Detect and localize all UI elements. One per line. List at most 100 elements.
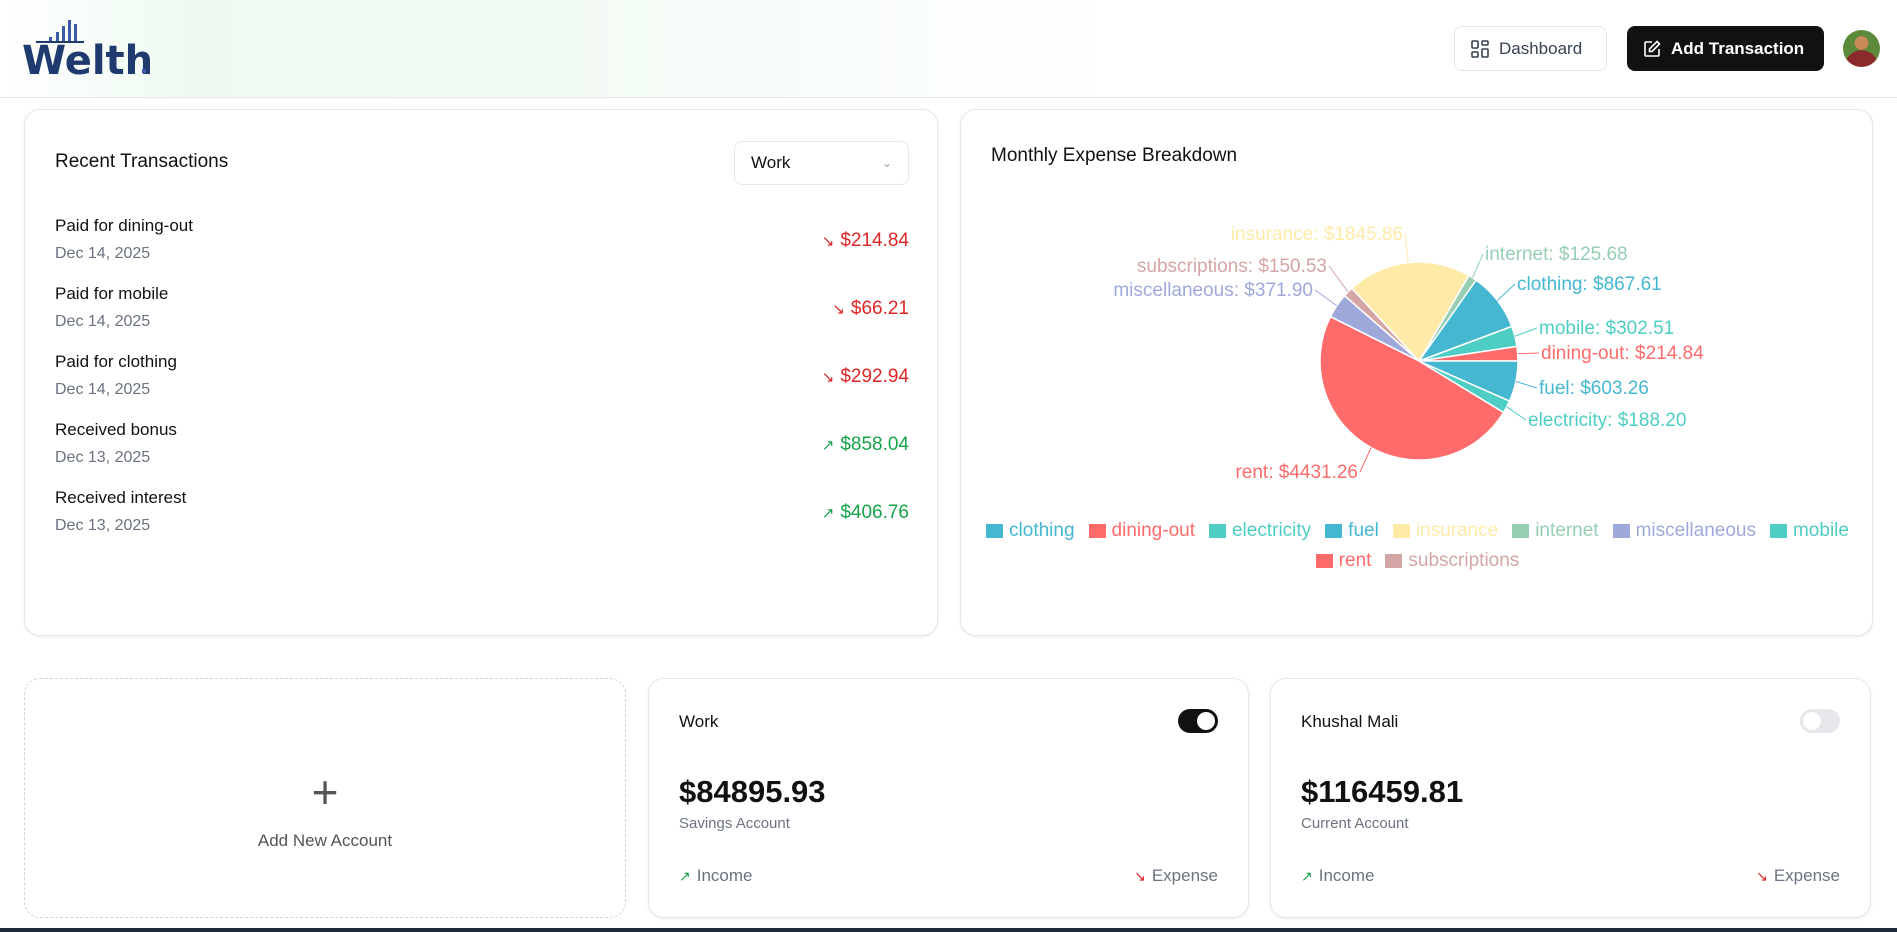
account-balance: $116459.81 — [1301, 774, 1464, 809]
account-select-value: Work — [751, 153, 791, 172]
pie-label-subscriptions: subscriptions: $150.53 — [1137, 256, 1327, 277]
legend-item-fuel[interactable]: fuel — [1325, 516, 1379, 546]
arrow-up-right-icon: ↗ — [679, 867, 691, 884]
expense-indicator: ↘ Expense — [1134, 866, 1218, 886]
transaction-row[interactable]: Received interest Dec 13, 2025 ↗ $406.76 — [55, 488, 909, 548]
legend-item-dining-out[interactable]: dining-out — [1088, 516, 1195, 546]
label-line — [1359, 447, 1372, 473]
transaction-amount: ↘ $66.21 — [832, 298, 909, 320]
legend-item-rent[interactable]: rent — [1315, 546, 1371, 576]
legend-label: internet — [1535, 520, 1599, 541]
svg-text:Welth: Welth — [22, 38, 152, 80]
welth-logo[interactable]: Welth — [22, 18, 152, 80]
legend-item-clothing[interactable]: clothing — [986, 516, 1075, 546]
arrow-down-right-icon: ↘ — [821, 369, 835, 386]
transaction-amount: ↗ $406.76 — [822, 502, 909, 524]
default-account-toggle[interactable] — [1800, 709, 1840, 733]
amount-value: $66.21 — [850, 298, 909, 319]
pie-label-insurance: insurance: $1845.86 — [1231, 224, 1403, 245]
amount-value: $406.76 — [840, 502, 909, 523]
dashboard-label: Dashboard — [1499, 38, 1583, 58]
legend-label: insurance — [1415, 520, 1499, 541]
transaction-amount: ↘ $292.94 — [822, 366, 909, 388]
arrow-up-right-icon: ↗ — [1301, 867, 1313, 884]
label-line — [1314, 289, 1338, 307]
arrow-down-right-icon: ↘ — [1756, 867, 1768, 884]
income-indicator: ↗ Income — [679, 866, 752, 886]
pie-slice-rent[interactable] — [1319, 315, 1505, 461]
legend-swatch — [1325, 524, 1343, 538]
pie-label-internet: internet: $125.68 — [1485, 244, 1628, 265]
arrow-down-right-icon: ↘ — [821, 233, 835, 250]
legend-label: electricity — [1231, 520, 1312, 541]
add-new-account-card[interactable]: + Add New Account — [24, 678, 626, 918]
pie-label-dining-out: dining-out: $214.84 — [1541, 343, 1704, 364]
label-line — [1514, 327, 1538, 337]
add-transaction-button[interactable]: Add Transaction — [1627, 26, 1824, 71]
legend-swatch — [1385, 554, 1403, 568]
arrow-up-right-icon: ↗ — [821, 505, 835, 522]
account-select[interactable]: Work ⌄ — [734, 141, 909, 185]
transaction-date: Dec 13, 2025 — [55, 517, 151, 534]
pie-slice-fuel[interactable] — [1418, 360, 1519, 403]
transaction-row[interactable]: Paid for dining-out Dec 14, 2025 ↘ $214.8… — [55, 216, 909, 276]
arrow-up-right-icon: ↗ — [821, 437, 835, 454]
plus-icon: + — [311, 766, 339, 818]
dashboard-button[interactable]: Dashboard — [1454, 26, 1607, 71]
account-card[interactable]: Work $84895.93 Savings Account ↗ Income ↘… — [648, 678, 1249, 918]
legend-swatch — [1088, 524, 1106, 538]
expense-breakdown-title: Monthly Expense Breakdown — [991, 145, 1238, 166]
default-account-toggle[interactable] — [1178, 709, 1218, 733]
label-line — [1506, 406, 1527, 421]
label-line — [1497, 283, 1516, 301]
expense-label: Expense — [1151, 866, 1218, 885]
expense-pie-chart: dining-out: $214.84 mobile: $302.51 clothi… — [1113, 224, 1704, 483]
legend-swatch — [1315, 554, 1333, 568]
legend-swatch — [1512, 524, 1530, 538]
legend-item-mobile[interactable]: mobile — [1769, 516, 1849, 546]
expense-indicator: ↘ Expense — [1756, 866, 1840, 886]
legend-item-insurance[interactable]: insurance — [1392, 516, 1499, 546]
pen-square-icon — [1644, 39, 1661, 57]
account-card[interactable]: Khushal Mali $116459.81 Current Account … — [1270, 678, 1871, 918]
recent-transactions-card: Recent Transactions Work ⌄ Paid for dini… — [24, 109, 938, 636]
legend-item-subscriptions[interactable]: subscriptions — [1385, 546, 1519, 576]
legend-swatch — [1769, 524, 1787, 538]
legend-item-internet[interactable]: internet — [1512, 516, 1599, 546]
account-name: Work — [679, 712, 719, 731]
income-label: Income — [696, 866, 753, 885]
arrow-down-right-icon: ↘ — [1134, 867, 1146, 884]
legend-label: fuel — [1348, 520, 1379, 541]
transaction-date: Dec 14, 2025 — [55, 245, 151, 262]
account-type: Savings Account — [679, 815, 790, 832]
add-new-account-label: Add New Account — [257, 831, 393, 850]
account-type: Current Account — [1301, 815, 1409, 832]
user-avatar[interactable] — [1843, 30, 1880, 67]
transaction-row[interactable]: Received bonus Dec 13, 2025 ↗ $858.04 — [55, 420, 909, 480]
amount-value: $292.94 — [840, 366, 909, 387]
transaction-row[interactable]: Paid for clothing Dec 14, 2025 ↘ $292.94 — [55, 352, 909, 412]
account-name: Khushal Mali — [1301, 712, 1399, 731]
legend-label: subscriptions — [1408, 550, 1520, 571]
pie-label-mobile: mobile: $302.51 — [1539, 318, 1674, 339]
pie-label-miscellaneous: miscellaneous: $371.90 — [1113, 280, 1313, 301]
transaction-title: Paid for mobile — [55, 284, 169, 303]
transaction-amount: ↘ $214.84 — [822, 230, 909, 252]
income-label: Income — [1318, 866, 1375, 885]
legend-item-miscellaneous[interactable]: miscellaneous — [1612, 516, 1756, 546]
legend-swatch — [986, 524, 1004, 538]
expense-label: Expense — [1773, 866, 1840, 885]
pie-label-rent: rent: $4431.26 — [1235, 462, 1358, 483]
legend-label: miscellaneous — [1635, 520, 1756, 541]
legend-item-electricity[interactable]: electricity — [1208, 516, 1312, 546]
chevron-down-icon: ⌄ — [881, 156, 892, 170]
label-line — [1517, 352, 1540, 355]
label-line — [1515, 380, 1538, 389]
income-indicator: ↗ Income — [1301, 866, 1374, 886]
legend-swatch — [1208, 524, 1226, 538]
add-transaction-label: Add Transaction — [1671, 38, 1805, 58]
pie-label-clothing: clothing: $867.61 — [1517, 274, 1662, 295]
transaction-row[interactable]: Paid for mobile Dec 14, 2025 ↘ $66.21 — [55, 284, 909, 344]
bottom-bar — [0, 928, 1897, 932]
transaction-date: Dec 14, 2025 — [55, 313, 151, 330]
